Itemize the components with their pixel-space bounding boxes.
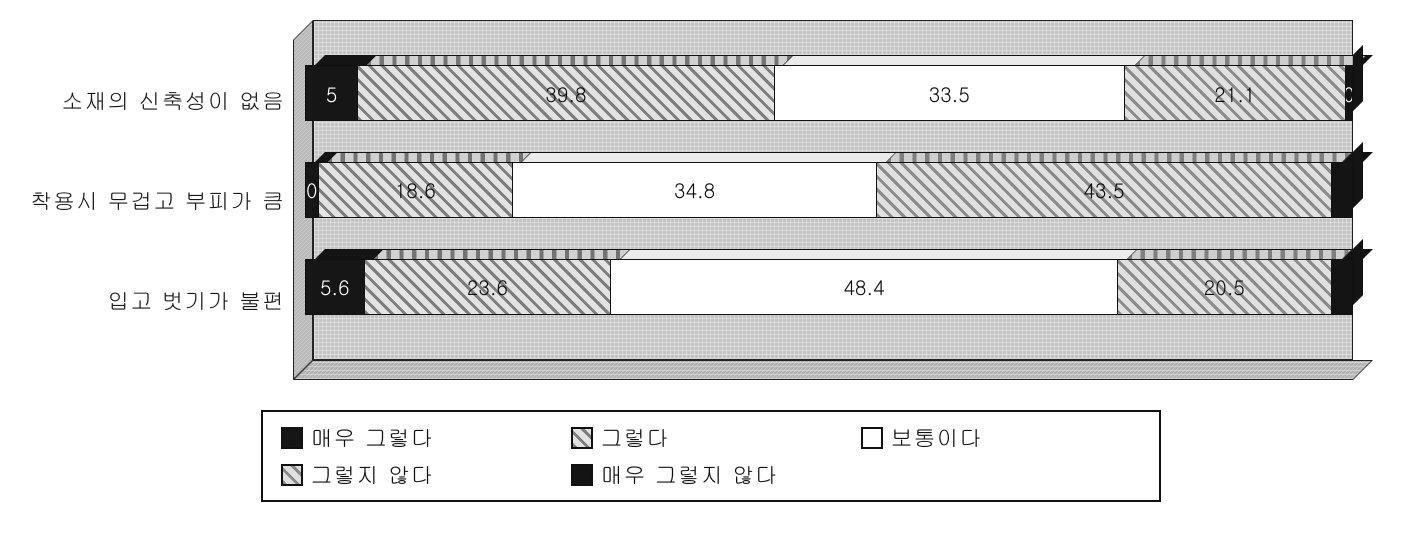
legend-swatch: [571, 427, 593, 449]
plot-area-3d: 539.833.521.10018.634.843.55.623.648.420…: [293, 20, 1353, 380]
bar-segment: [1332, 163, 1352, 217]
bar-top-face: [315, 55, 1373, 65]
bar-segment-top: [1136, 56, 1366, 65]
bar-top-face: [315, 249, 1373, 259]
legend-item: 매우 그렇지 않다: [571, 459, 851, 490]
y-axis-labels: 소재의 신축성이 없음 착용시 무겁고 부피가 큼 입고 벗기가 불편: [30, 20, 293, 380]
legend-item: 그렇지 않다: [281, 459, 561, 490]
bar-segment: 48.4: [611, 260, 1117, 314]
legend-label: 그렇지 않다: [311, 459, 434, 490]
bar-segment: 21.1: [1125, 66, 1346, 120]
bar-end-cap: [1353, 239, 1363, 305]
bar-segment: 0: [306, 163, 319, 217]
bar-end-cap: [1353, 142, 1363, 208]
bar-segment-top: [887, 153, 1352, 162]
bar-segment: 33.5: [775, 66, 1125, 120]
chart-container: 소재의 신축성이 없음 착용시 무겁고 부피가 큼 입고 벗기가 불편 539.…: [30, 20, 1391, 380]
bar-front-face: 539.833.521.10: [305, 65, 1353, 121]
bar-segment: 39.8: [358, 66, 774, 120]
bar-segment-top: [1128, 250, 1352, 259]
bars-area: 539.833.521.10018.634.843.55.623.648.420…: [313, 20, 1353, 360]
bar-segment: 5.6: [306, 260, 365, 314]
legend-swatch: [861, 427, 883, 449]
bar-segment: 23.6: [365, 260, 612, 314]
bar-segment-top: [367, 56, 793, 65]
bar-segment: 43.5: [877, 163, 1332, 217]
category-label: 착용시 무겁고 부피가 큼: [30, 185, 285, 216]
bar-segment-top: [328, 153, 532, 162]
legend-swatch: [281, 464, 303, 486]
bar-end-cap: [1353, 45, 1363, 111]
stacked-bar: 018.634.843.5: [305, 162, 1353, 218]
legend-label: 매우 그렇다: [311, 422, 434, 453]
bar-segment: 5: [306, 66, 358, 120]
bar-segment: [1332, 260, 1352, 314]
bar-segment-top: [374, 250, 630, 259]
legend-label: 그렇다: [601, 422, 670, 453]
bar-segment-top: [784, 56, 1144, 65]
bar-front-face: 5.623.648.420.5: [305, 259, 1353, 315]
legend-label: 매우 그렇지 않다: [601, 459, 779, 490]
category-label: 소재의 신축성이 없음: [30, 85, 285, 116]
bar-segment: 34.8: [513, 163, 877, 217]
stacked-bar: 539.833.521.10: [305, 65, 1353, 121]
bar-segment-top: [522, 153, 896, 162]
legend-label: 보통이다: [891, 422, 983, 453]
legend-swatch: [571, 464, 593, 486]
bar-segment: 18.6: [319, 163, 514, 217]
bar-front-face: 018.634.843.5: [305, 162, 1353, 218]
stacked-bar: 5.623.648.420.5: [305, 259, 1353, 315]
bar-top-face: [315, 152, 1373, 162]
legend-swatch: [281, 427, 303, 449]
bar-segment-top: [621, 250, 1137, 259]
bar-segment-top: [315, 250, 383, 259]
legend-item: 보통이다: [861, 422, 1141, 453]
category-label: 입고 벗기가 불편: [30, 285, 285, 316]
legend-item: 매우 그렇다: [281, 422, 561, 453]
plot-floor: [293, 360, 1373, 380]
bar-segment: 20.5: [1118, 260, 1332, 314]
bar-segment: 0: [1346, 66, 1352, 120]
legend-item: 그렇다: [571, 422, 851, 453]
legend: 매우 그렇다 그렇다 보통이다그렇지 않다 매우 그렇지 않다: [261, 410, 1161, 502]
